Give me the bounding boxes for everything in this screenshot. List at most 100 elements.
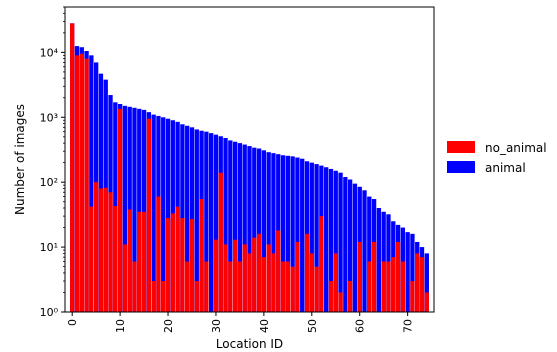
bar-no-animal-13 xyxy=(132,261,137,312)
bar-no-animal-74 xyxy=(424,292,429,312)
bar-no-animal-11 xyxy=(122,244,128,312)
bar-animal-47 xyxy=(295,157,300,312)
bar-no-animal-73 xyxy=(419,257,425,312)
bar-no-animal-30 xyxy=(213,239,219,312)
bar-animal-39 xyxy=(256,148,262,312)
bar-no-animal-42 xyxy=(271,253,276,312)
bar-animal-42 xyxy=(271,153,276,312)
bar-animal-45 xyxy=(285,155,290,312)
bar-animal-26 xyxy=(194,129,199,312)
bar-no-animal-25 xyxy=(189,219,195,312)
bar-animal-59 xyxy=(352,183,358,312)
bar-no-animal-5 xyxy=(93,182,99,312)
bar-animal-48 xyxy=(300,158,305,312)
bar-no-animal-17 xyxy=(151,281,156,312)
bar-no-animal-8 xyxy=(108,192,113,312)
bar-animal-71 xyxy=(410,233,415,312)
bar-no-animal-37 xyxy=(247,253,252,312)
bar-no-animal-10 xyxy=(117,108,123,312)
y-tick-label-2: 10² xyxy=(40,176,58,189)
bar-animal-57 xyxy=(343,177,348,312)
y-tick-label-0: 10⁰ xyxy=(40,306,59,319)
bar-animal-33 xyxy=(228,140,233,312)
bars-layer xyxy=(70,23,429,313)
y-tick-label-1: 10¹ xyxy=(40,241,58,254)
y-tick-label-3: 10³ xyxy=(40,111,58,124)
x-tick-label-10: 10 xyxy=(114,319,127,333)
bar-no-animal-38 xyxy=(252,237,257,312)
bar-animal-15 xyxy=(141,109,147,312)
x-tick-label-0: 0 xyxy=(66,319,79,326)
legend: no_animal animal xyxy=(447,141,547,175)
bar-animal-37 xyxy=(247,146,252,312)
bar-no-animal-71 xyxy=(410,281,415,312)
plot-frame xyxy=(64,6,435,313)
bar-no-animal-7 xyxy=(103,187,108,312)
bar-no-animal-45 xyxy=(285,261,290,312)
bar-no-animal-49 xyxy=(304,233,310,312)
bar-animal-30 xyxy=(213,134,219,312)
bar-no-animal-1 xyxy=(74,55,80,313)
bar-no-animal-67 xyxy=(391,257,396,312)
bar-no-animal-62 xyxy=(367,261,372,312)
bar-no-animal-65 xyxy=(381,261,386,312)
bar-no-animal-50 xyxy=(309,253,314,312)
bar-no-animal-54 xyxy=(328,281,334,312)
bar-animal-13 xyxy=(132,107,137,312)
x-tick-label-70: 70 xyxy=(402,319,415,333)
bar-animal-20 xyxy=(165,118,171,312)
bar-no-animal-36 xyxy=(242,244,247,312)
bar-no-animal-72 xyxy=(415,253,420,312)
legend-label-no-animal: no_animal xyxy=(485,141,547,155)
bar-animal-64 xyxy=(376,208,382,312)
bar-no-animal-58 xyxy=(347,281,353,312)
bar-no-animal-63 xyxy=(371,241,377,312)
bar-no-animal-35 xyxy=(237,261,243,312)
bar-no-animal-32 xyxy=(223,244,228,312)
y-axis: 10⁰ 10¹ 10² 10³ 10⁴ xyxy=(40,6,65,319)
bar-no-animal-12 xyxy=(127,209,132,312)
bar-no-animal-23 xyxy=(180,218,185,312)
bar-no-animal-66 xyxy=(386,261,391,312)
bar-no-animal-22 xyxy=(175,206,180,312)
bar-animal-36 xyxy=(242,144,247,312)
bar-no-animal-6 xyxy=(98,188,104,312)
bar-animal-28 xyxy=(204,131,209,312)
bar-animal-38 xyxy=(252,147,257,312)
bar-no-animal-43 xyxy=(276,230,281,312)
bar-animal-24 xyxy=(185,125,190,312)
bar-no-animal-2 xyxy=(79,53,84,313)
bar-animal-32 xyxy=(223,137,228,312)
bar-no-animal-51 xyxy=(314,266,319,312)
x-tick-label-50: 50 xyxy=(306,319,319,333)
bar-no-animal-9 xyxy=(113,205,118,312)
bar-no-animal-4 xyxy=(89,206,94,312)
bar-no-animal-69 xyxy=(400,261,405,312)
bar-no-animal-52 xyxy=(319,216,324,312)
bar-no-animal-56 xyxy=(338,292,343,312)
bar-animal-17 xyxy=(151,114,156,312)
bar-animal-51 xyxy=(314,164,319,312)
bar-no-animal-68 xyxy=(395,241,401,312)
bar-no-animal-16 xyxy=(146,118,152,312)
legend-label-animal: animal xyxy=(485,161,526,175)
bar-no-animal-20 xyxy=(165,218,171,312)
bar-animal-40 xyxy=(261,150,267,312)
bar-no-animal-15 xyxy=(141,211,147,312)
bar-no-animal-55 xyxy=(333,253,338,312)
bar-no-animal-44 xyxy=(280,261,286,312)
bar-no-animal-0 xyxy=(70,23,75,313)
bar-no-animal-26 xyxy=(194,281,199,312)
y-axis-label: Number of images xyxy=(13,104,27,215)
bar-animal-14 xyxy=(137,108,142,312)
bar-no-animal-27 xyxy=(199,199,204,312)
bar-no-animal-19 xyxy=(161,281,166,312)
bar-animal-46 xyxy=(290,156,295,312)
bar-animal-56 xyxy=(338,172,343,312)
bar-animal-74 xyxy=(424,253,429,312)
bar-no-animal-40 xyxy=(261,257,267,312)
y-tick-label-4: 10⁴ xyxy=(40,46,59,59)
bar-animal-58 xyxy=(347,179,353,312)
bar-no-animal-31 xyxy=(218,172,223,312)
